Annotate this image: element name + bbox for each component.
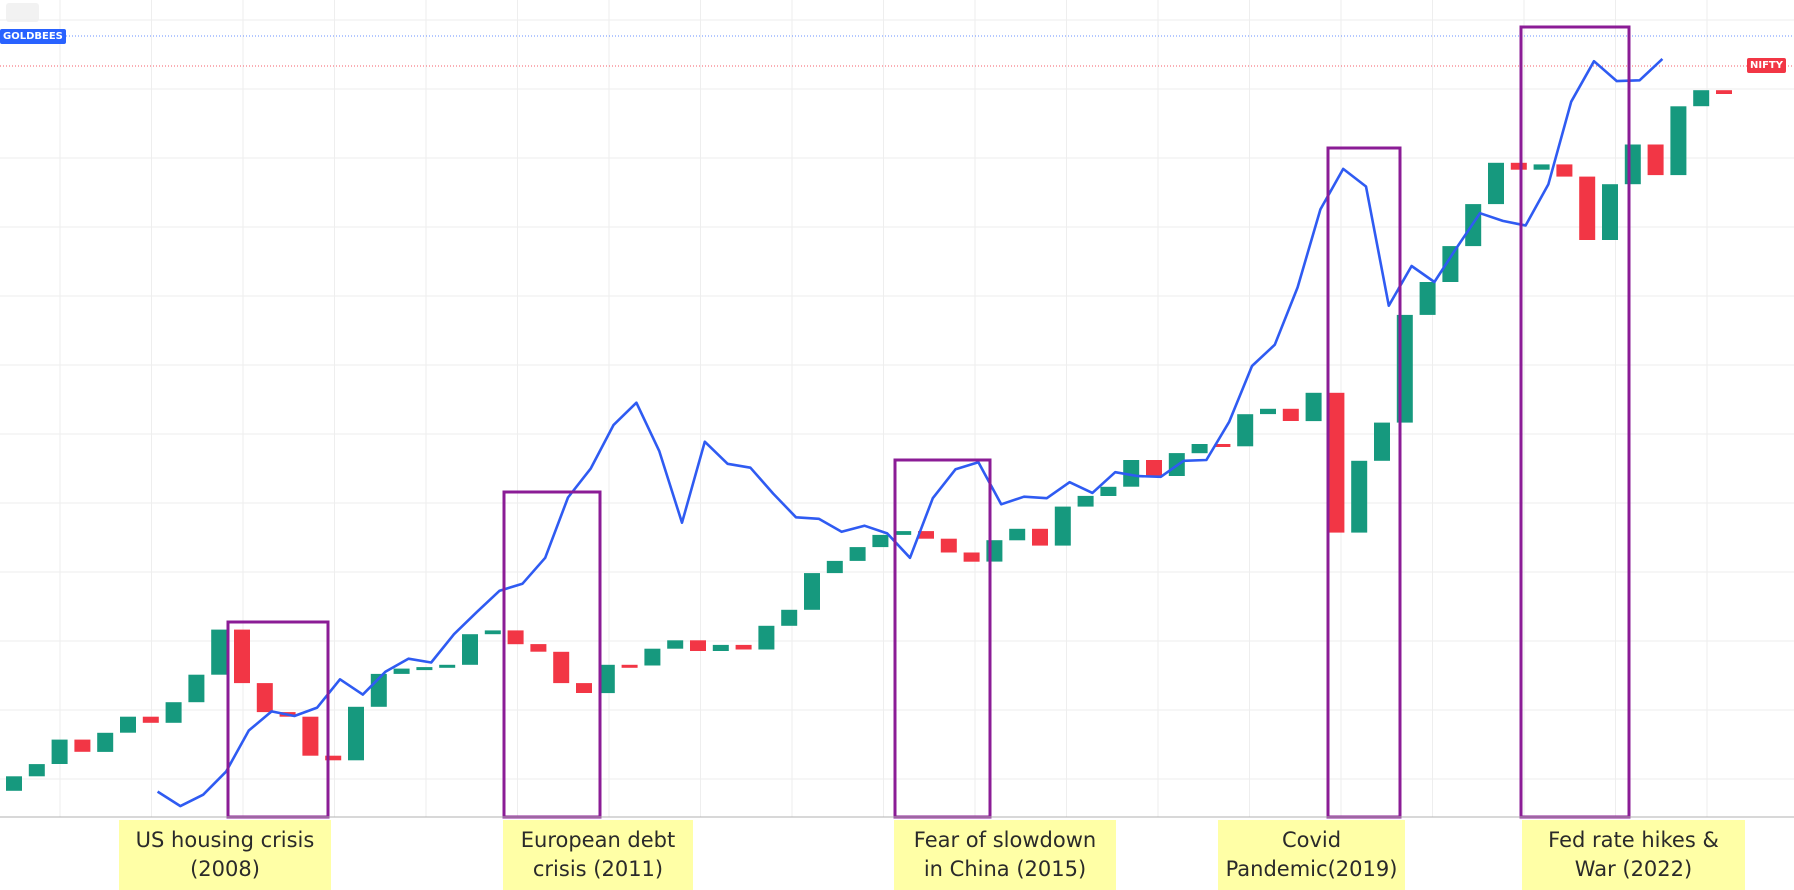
nifty-candle-down <box>963 552 980 562</box>
nifty-candle-up <box>1123 460 1140 487</box>
nifty-candle-down <box>735 644 752 650</box>
nifty-candle-up <box>781 609 798 626</box>
nifty-candle-up <box>849 547 866 561</box>
nifty-candle-down <box>690 640 706 651</box>
toolbar-chip[interactable] <box>6 3 39 22</box>
nifty-candle-up <box>1602 184 1618 240</box>
nifty-candle-up <box>1351 460 1368 533</box>
nifty-candle-up <box>1305 392 1322 422</box>
event-box <box>893 458 992 819</box>
nifty-candle-up <box>120 716 136 733</box>
nifty-candle-up <box>393 668 410 674</box>
nifty-candles <box>6 90 1732 791</box>
nifty-candle-down <box>1579 176 1596 240</box>
nifty-candle-up <box>712 644 729 651</box>
goldbees-label: GOLDBEES <box>0 29 66 44</box>
chart-grid <box>0 0 1794 817</box>
nifty-candle-up <box>1624 144 1641 185</box>
nifty-candle-up <box>1077 495 1094 507</box>
nifty-candle-up <box>348 706 364 761</box>
nifty-candle-up <box>416 667 433 671</box>
nifty-label: NIFTY <box>1747 58 1786 73</box>
nifty-candle-down <box>918 531 934 539</box>
nifty-candle-up <box>1054 506 1071 546</box>
nifty-candle-up <box>1533 164 1550 170</box>
nifty-candle-down <box>576 683 592 693</box>
nifty-candle-up <box>758 625 775 650</box>
nifty-candle-up <box>188 674 205 703</box>
nifty-candle-up <box>6 776 22 791</box>
nifty-candle-up <box>895 531 912 535</box>
nifty-candle-down <box>142 716 159 723</box>
nifty-candle-down <box>1282 408 1299 421</box>
nifty-candle-up <box>1237 414 1254 447</box>
nifty-candle-up <box>51 739 68 764</box>
annotation-covid-pandemic: Covid Pandemic(2019) <box>1218 820 1405 890</box>
event-box <box>1519 25 1631 819</box>
nifty-candle-down <box>302 716 319 756</box>
nifty-candle-down <box>325 755 342 761</box>
nifty-candle-up <box>28 764 45 777</box>
nifty-candle-up <box>211 629 228 675</box>
nifty-candle-up <box>1693 90 1710 107</box>
nifty-candle-down <box>1647 144 1664 176</box>
nifty-candle-down <box>256 683 273 713</box>
nifty-candle-up <box>165 702 182 723</box>
nifty-candle-up <box>1191 444 1208 454</box>
nifty-candle-down <box>1716 90 1732 94</box>
event-boxes <box>226 25 1631 819</box>
nifty-candle-down <box>553 651 570 684</box>
annotation-european-debt-crisis: European debt crisis (2011) <box>503 820 693 890</box>
nifty-candle-down <box>234 629 250 684</box>
nifty-candle-up <box>1488 162 1504 205</box>
nifty-candle-up <box>462 634 478 665</box>
nifty-candle-down <box>940 538 957 553</box>
nifty-candle-up <box>1419 282 1436 315</box>
nifty-candle-up <box>1442 246 1459 282</box>
nifty-candle-up <box>667 640 684 649</box>
nifty-candle-down <box>507 630 524 645</box>
nifty-candle-up <box>1009 528 1026 541</box>
nifty-candle-up <box>439 664 456 668</box>
annotation-fed-rate-hikes-war: Fed rate hikes & War (2022) <box>1522 820 1745 890</box>
nifty-candle-up <box>1100 486 1117 496</box>
nifty-candle-up <box>1670 106 1687 176</box>
nifty-candle-up <box>1374 422 1390 461</box>
nifty-candle-up <box>97 732 114 752</box>
nifty-candle-down <box>1556 164 1573 177</box>
nifty-candle-down <box>1214 444 1231 447</box>
annotation-us-housing-crisis: US housing crisis (2008) <box>119 820 331 890</box>
nifty-candle-up <box>644 648 661 666</box>
goldbees-line <box>156 57 1664 808</box>
nifty-candle-down <box>621 664 638 668</box>
nifty-candle-down <box>1032 528 1048 546</box>
nifty-candle-up <box>804 573 820 610</box>
nifty-candle-down <box>530 644 547 652</box>
nifty-candle-up <box>1260 408 1276 415</box>
nifty-candle-down <box>74 739 91 752</box>
nifty-candle-down <box>1328 392 1345 533</box>
nifty-candle-up <box>826 560 843 574</box>
nifty-candle-down <box>1146 460 1162 476</box>
nifty-candle-down <box>1510 162 1527 170</box>
nifty-candle-up <box>872 534 889 548</box>
annotation-china-slowdown: Fear of slowdown in China (2015) <box>894 820 1116 890</box>
nifty-candle-up <box>484 630 501 635</box>
nifty-candle-up <box>598 664 615 694</box>
